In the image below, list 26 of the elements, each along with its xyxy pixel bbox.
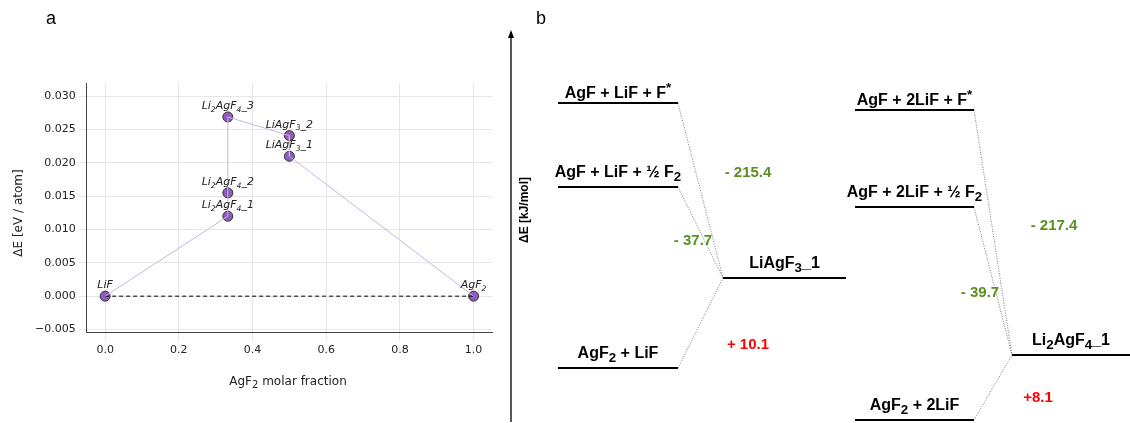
x-tick-label: 1.0	[464, 343, 483, 357]
category-label: AgF$_{2}$ + LiF	[577, 344, 659, 368]
y-tick-label: 0.015	[44, 189, 76, 203]
text: ΔE [kJ/mol]	[517, 177, 531, 243]
category-label: AgF + LiF + ½ F$_{2}$	[554, 163, 682, 187]
category-label: AgF + LiF + F$^{*}$	[564, 79, 672, 103]
annotation: LiF	[97, 278, 114, 292]
text: b	[536, 8, 547, 29]
y-tick-label: 0.010	[44, 222, 76, 236]
y-tick-label: 0.030	[44, 89, 76, 103]
x-tick-label: 0.2	[170, 343, 188, 357]
text: - 217.4	[1030, 215, 1078, 233]
text: +8.1	[1023, 387, 1053, 405]
category-label: Li$_{2}$AgF$_{4}$_1	[1032, 331, 1110, 355]
x-tick-label: 0.6	[317, 343, 335, 357]
y-tick-label: 0.020	[44, 155, 76, 169]
x-tick-label: 0.8	[391, 343, 409, 357]
x-tick-label: 0.4	[243, 343, 262, 357]
y-tick-label: −0.005	[34, 322, 76, 336]
chart-title: a	[46, 8, 57, 29]
y-tick-label: 0.005	[44, 255, 76, 269]
y-tick-label: 0.000	[44, 289, 76, 303]
x-axis-title: AgF$_{2}$ molar fraction	[229, 374, 347, 391]
y-tick-label: 0.025	[44, 122, 76, 136]
y-axis-title: ΔE [eV / atom]	[11, 169, 25, 257]
x-tick-label: 0.0	[96, 343, 114, 357]
